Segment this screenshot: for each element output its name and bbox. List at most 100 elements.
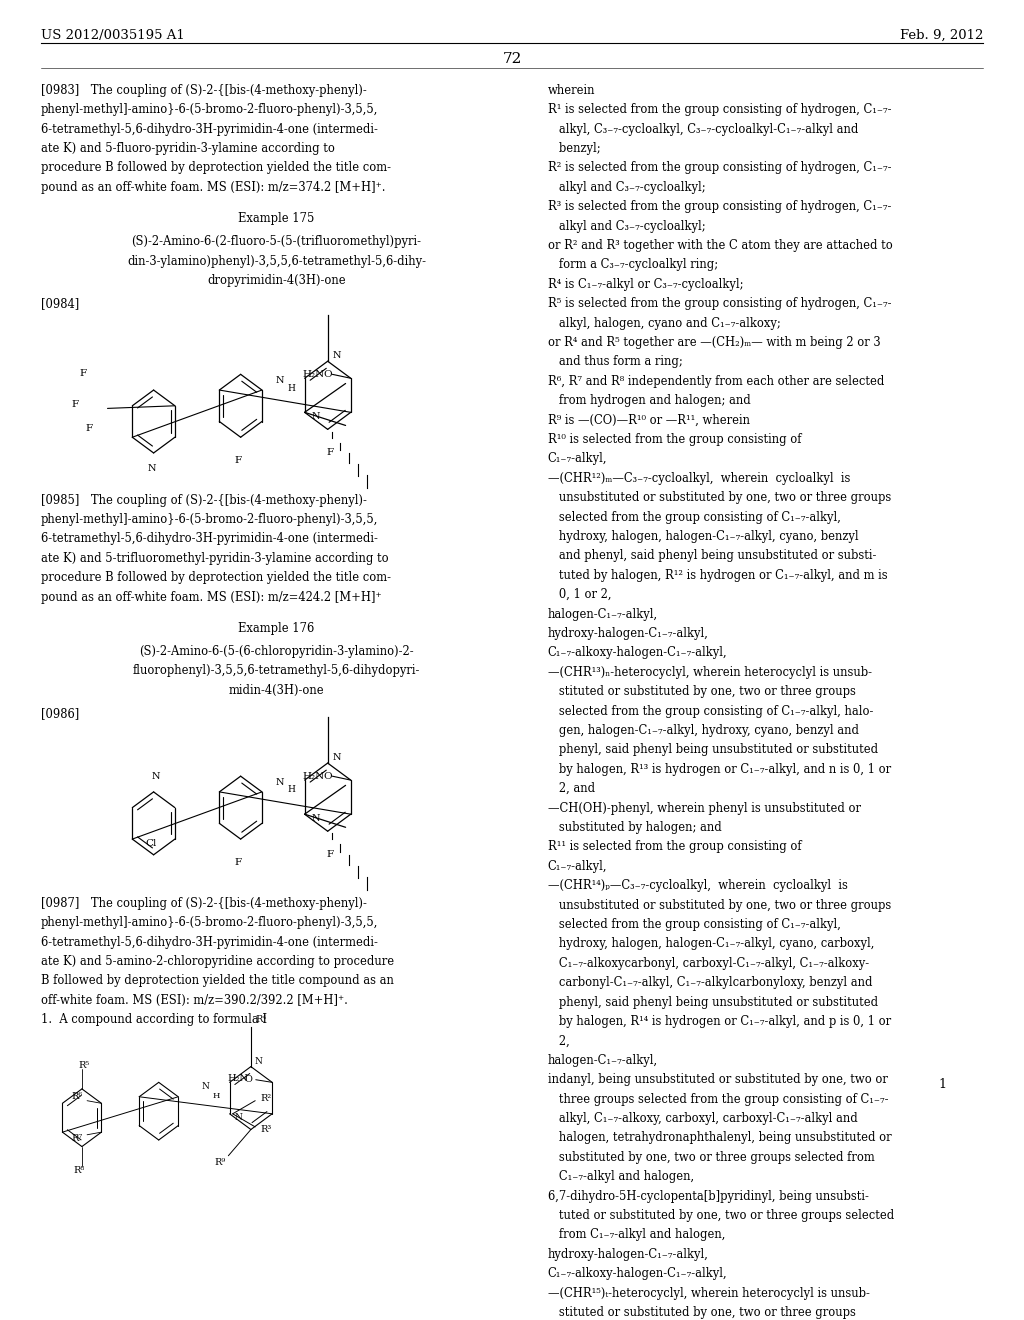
Text: alkyl, halogen, cyano and C₁₋₇-alkoxy;: alkyl, halogen, cyano and C₁₋₇-alkoxy;	[548, 317, 780, 330]
Text: Example 176: Example 176	[239, 622, 314, 635]
Text: R²: R²	[260, 1093, 271, 1102]
Text: halogen-C₁₋₇-alkyl,: halogen-C₁₋₇-alkyl,	[548, 1053, 658, 1067]
Text: pound as an off-white foam. MS (ESI): m/z=374.2 [M+H]⁺.: pound as an off-white foam. MS (ESI): m/…	[41, 181, 385, 194]
Text: F: F	[327, 449, 333, 458]
Text: halogen-C₁₋₇-alkyl,: halogen-C₁₋₇-alkyl,	[548, 607, 658, 620]
Text: and thus form a ring;: and thus form a ring;	[548, 355, 683, 368]
Text: procedure B followed by deprotection yielded the title com-: procedure B followed by deprotection yie…	[41, 572, 391, 585]
Text: F: F	[234, 457, 241, 466]
Text: H: H	[288, 384, 295, 392]
Text: C₁₋₇-alkoxy-halogen-C₁₋₇-alkyl,: C₁₋₇-alkoxy-halogen-C₁₋₇-alkyl,	[548, 1267, 727, 1280]
Text: O: O	[245, 1076, 253, 1084]
Text: US 2012/0035195 A1: US 2012/0035195 A1	[41, 29, 184, 42]
Text: (S)-2-Amino-6-(2-fluoro-5-(5-(trifluoromethyl)pyri-: (S)-2-Amino-6-(2-fluoro-5-(5-(trifluorom…	[131, 235, 422, 248]
Text: [0987] The coupling of (S)-2-{[bis-(4-methoxy-phenyl)-: [0987] The coupling of (S)-2-{[bis-(4-me…	[41, 896, 367, 909]
Text: pound as an off-white foam. MS (ESI): m/z=424.2 [M+H]⁺: pound as an off-white foam. MS (ESI): m/…	[41, 590, 382, 603]
Text: R⁸: R⁸	[74, 1166, 84, 1175]
Text: N: N	[275, 777, 285, 787]
Text: phenyl-methyl]-amino}-6-(5-bromo-2-fluoro-phenyl)-3,5,5,: phenyl-methyl]-amino}-6-(5-bromo-2-fluor…	[41, 103, 378, 116]
Text: wherein: wherein	[548, 84, 595, 96]
Text: B followed by deprotection yielded the title compound as an: B followed by deprotection yielded the t…	[41, 974, 394, 987]
Text: ate K) and 5-trifluoromethyl-pyridin-3-ylamine according to: ate K) and 5-trifluoromethyl-pyridin-3-y…	[41, 552, 388, 565]
Text: —(CHR¹⁴)ₚ—C₃₋₇-cycloalkyl,  wherein  cycloalkyl  is: —(CHR¹⁴)ₚ—C₃₋₇-cycloalkyl, wherein cyclo…	[548, 879, 848, 892]
Text: off-white foam. MS (ESI): m/z=390.2/392.2 [M+H]⁺.: off-white foam. MS (ESI): m/z=390.2/392.…	[41, 994, 348, 1007]
Text: F: F	[72, 400, 78, 409]
Text: N: N	[234, 1113, 243, 1122]
Text: three groups selected from the group consisting of C₁₋₇-: three groups selected from the group con…	[548, 1093, 889, 1106]
Text: phenyl, said phenyl being unsubstituted or substituted: phenyl, said phenyl being unsubstituted …	[548, 743, 878, 756]
Text: R³: R³	[260, 1125, 271, 1134]
Text: F: F	[234, 858, 241, 867]
Text: 72: 72	[503, 53, 521, 66]
Text: alkyl, C₁₋₇-alkoxy, carboxyl, carboxyl-C₁₋₇-alkyl and: alkyl, C₁₋₇-alkoxy, carboxyl, carboxyl-C…	[548, 1111, 857, 1125]
Text: stituted or substituted by one, two or three groups: stituted or substituted by one, two or t…	[548, 685, 856, 698]
Text: ate K) and 5-amino-2-chloropyridine according to procedure: ate K) and 5-amino-2-chloropyridine acco…	[41, 954, 394, 968]
Text: and phenyl, said phenyl being unsubstituted or substi-: and phenyl, said phenyl being unsubstitu…	[548, 549, 877, 562]
Text: [0983] The coupling of (S)-2-{[bis-(4-methoxy-phenyl)-: [0983] The coupling of (S)-2-{[bis-(4-me…	[41, 84, 367, 96]
Text: [0984]: [0984]	[41, 297, 79, 310]
Text: N: N	[311, 412, 321, 421]
Text: R¹⁰ is selected from the group consisting of: R¹⁰ is selected from the group consistin…	[548, 433, 802, 446]
Text: 6-tetramethyl-5,6-dihydro-3H-pyrimidin-4-one (intermedi-: 6-tetramethyl-5,6-dihydro-3H-pyrimidin-4…	[41, 936, 378, 949]
Text: N: N	[152, 772, 160, 780]
Text: hydroxy-halogen-C₁₋₇-alkyl,: hydroxy-halogen-C₁₋₇-alkyl,	[548, 1247, 709, 1261]
Text: 0, 1 or 2,: 0, 1 or 2,	[548, 589, 611, 601]
Text: R⁵: R⁵	[79, 1061, 89, 1069]
Text: R⁴ is C₁₋₇-alkyl or C₃₋₇-cycloalkyl;: R⁴ is C₁₋₇-alkyl or C₃₋₇-cycloalkyl;	[548, 277, 743, 290]
Text: (S)-2-Amino-6-(5-(6-chloropyridin-3-ylamino)-2-: (S)-2-Amino-6-(5-(6-chloropyridin-3-ylam…	[139, 645, 414, 657]
Text: —(CHR¹²)ₘ—C₃₋₇-cycloalkyl,  wherein  cycloalkyl  is: —(CHR¹²)ₘ—C₃₋₇-cycloalkyl, wherein cyclo…	[548, 471, 850, 484]
Text: halogen, tetrahydronaphthalenyl, being unsubstituted or: halogen, tetrahydronaphthalenyl, being u…	[548, 1131, 892, 1144]
Text: N: N	[275, 376, 285, 384]
Text: R⁶, R⁷ and R⁸ independently from each other are selected: R⁶, R⁷ and R⁸ independently from each ot…	[548, 375, 884, 388]
Text: hydroxy, halogen, halogen-C₁₋₇-alkyl, cyano, benzyl: hydroxy, halogen, halogen-C₁₋₇-alkyl, cy…	[548, 531, 858, 543]
Text: F: F	[327, 850, 333, 859]
Text: dropyrimidin-4(3H)-one: dropyrimidin-4(3H)-one	[207, 275, 346, 286]
Text: H₂N: H₂N	[227, 1074, 249, 1082]
Text: R⁹: R⁹	[215, 1158, 225, 1167]
Text: form a C₃₋₇-cycloalkyl ring;: form a C₃₋₇-cycloalkyl ring;	[548, 259, 718, 272]
Text: 1.  A compound according to formula I: 1. A compound according to formula I	[41, 1014, 267, 1026]
Text: tuted or substituted by one, two or three groups selected: tuted or substituted by one, two or thre…	[548, 1209, 894, 1222]
Text: phenyl-methyl]-amino}-6-(5-bromo-2-fluoro-phenyl)-3,5,5,: phenyl-methyl]-amino}-6-(5-bromo-2-fluor…	[41, 513, 378, 525]
Text: Cl: Cl	[145, 838, 157, 847]
Text: stituted or substituted by one, two or three groups: stituted or substituted by one, two or t…	[548, 1305, 856, 1319]
Text: —CH(OH)-phenyl, wherein phenyl is unsubstituted or: —CH(OH)-phenyl, wherein phenyl is unsubs…	[548, 801, 861, 814]
Text: N: N	[147, 465, 156, 473]
Text: 2,: 2,	[548, 1035, 569, 1047]
Text: R¹ is selected from the group consisting of hydrogen, C₁₋₇-: R¹ is selected from the group consisting…	[548, 103, 891, 116]
Text: alkyl and C₃₋₇-cycloalkyl;: alkyl and C₃₋₇-cycloalkyl;	[548, 181, 706, 194]
Text: Example 175: Example 175	[239, 213, 314, 224]
Text: substituted by halogen; and: substituted by halogen; and	[548, 821, 722, 834]
Text: alkyl, C₃₋₇-cycloalkyl, C₃₋₇-cycloalkyl-C₁₋₇-alkyl and: alkyl, C₃₋₇-cycloalkyl, C₃₋₇-cycloalkyl-…	[548, 123, 858, 136]
Text: or R² and R³ together with the C atom they are attached to: or R² and R³ together with the C atom th…	[548, 239, 893, 252]
Text: 6-tetramethyl-5,6-dihydro-3H-pyrimidin-4-one (intermedi-: 6-tetramethyl-5,6-dihydro-3H-pyrimidin-4…	[41, 123, 378, 136]
Text: R⁹ is —(CO)—R¹⁰ or —R¹¹, wherein: R⁹ is —(CO)—R¹⁰ or —R¹¹, wherein	[548, 413, 750, 426]
Text: tuted by halogen, R¹² is hydrogen or C₁₋₇-alkyl, and m is: tuted by halogen, R¹² is hydrogen or C₁₋…	[548, 569, 888, 582]
Text: C₁₋₇-alkyl,: C₁₋₇-alkyl,	[548, 859, 607, 873]
Text: hydroxy-halogen-C₁₋₇-alkyl,: hydroxy-halogen-C₁₋₇-alkyl,	[548, 627, 709, 640]
Text: unsubstituted or substituted by one, two or three groups: unsubstituted or substituted by one, two…	[548, 899, 891, 912]
Text: 1: 1	[938, 1078, 946, 1092]
Text: gen, halogen-C₁₋₇-alkyl, hydroxy, cyano, benzyl and: gen, halogen-C₁₋₇-alkyl, hydroxy, cyano,…	[548, 723, 859, 737]
Text: O: O	[323, 370, 332, 379]
Text: unsubstituted or substituted by one, two or three groups: unsubstituted or substituted by one, two…	[548, 491, 891, 504]
Text: H₂N: H₂N	[303, 772, 326, 780]
Text: H₂N: H₂N	[303, 370, 326, 379]
Text: 2, and: 2, and	[548, 783, 595, 795]
Text: selected from the group consisting of C₁₋₇-alkyl,: selected from the group consisting of C₁…	[548, 917, 841, 931]
Text: R⁷: R⁷	[72, 1134, 83, 1143]
Text: midin-4(3H)-one: midin-4(3H)-one	[228, 684, 325, 697]
Text: fluorophenyl)-3,5,5,6-tetramethyl-5,6-dihydopyri-: fluorophenyl)-3,5,5,6-tetramethyl-5,6-di…	[133, 664, 420, 677]
Text: F: F	[80, 368, 86, 378]
Text: C₁₋₇-alkyl,: C₁₋₇-alkyl,	[548, 453, 607, 466]
Text: or R⁴ and R⁵ together are —(CH₂)ₘ— with m being 2 or 3: or R⁴ and R⁵ together are —(CH₂)ₘ— with …	[548, 337, 881, 348]
Text: [0985] The coupling of (S)-2-{[bis-(4-methoxy-phenyl)-: [0985] The coupling of (S)-2-{[bis-(4-me…	[41, 494, 367, 507]
Text: 6,7-dihydro-5H-cyclopenta[b]pyridinyl, being unsubsti-: 6,7-dihydro-5H-cyclopenta[b]pyridinyl, b…	[548, 1189, 868, 1203]
Text: C₁₋₇-alkyl and halogen,: C₁₋₇-alkyl and halogen,	[548, 1170, 694, 1183]
Text: benzyl;: benzyl;	[548, 143, 600, 154]
Text: 6-tetramethyl-5,6-dihydro-3H-pyrimidin-4-one (intermedi-: 6-tetramethyl-5,6-dihydro-3H-pyrimidin-4…	[41, 532, 378, 545]
Text: N: N	[333, 754, 341, 763]
Text: hydroxy, halogen, halogen-C₁₋₇-alkyl, cyano, carboxyl,: hydroxy, halogen, halogen-C₁₋₇-alkyl, cy…	[548, 937, 874, 950]
Text: substituted by one, two or three groups selected from: substituted by one, two or three groups …	[548, 1151, 874, 1164]
Text: —(CHR¹⁵)ₜ-heterocyclyl, wherein heterocyclyl is unsub-: —(CHR¹⁵)ₜ-heterocyclyl, wherein heterocy…	[548, 1287, 869, 1300]
